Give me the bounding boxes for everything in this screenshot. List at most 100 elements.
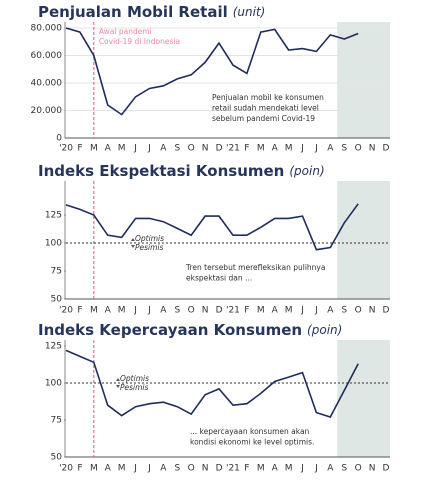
x-tick-label: O: [188, 464, 195, 474]
x-tick-label: A: [327, 144, 334, 154]
x-tick-label: O: [355, 464, 362, 474]
x-tick-label: '20: [59, 144, 73, 154]
unit: (poin): [289, 164, 324, 178]
y-tick-label: 60.000: [31, 51, 63, 61]
pandemic-label: Covid-19 di Indonesia: [99, 37, 180, 46]
x-tick-label: J: [300, 144, 304, 154]
x-tick-label: J: [133, 306, 137, 316]
annotation: kondisi ekonomi ke level optimis.: [190, 438, 314, 447]
x-tick-label: M: [285, 306, 293, 316]
y-tick-label: 100: [45, 379, 62, 389]
x-tick-label: S: [174, 144, 180, 154]
x-tick-label: S: [174, 464, 180, 474]
arrow-down: [116, 385, 120, 388]
x-tick-label: '20: [59, 464, 73, 474]
x-tick-label: M: [118, 306, 126, 316]
optimis-label: Optimis: [135, 234, 164, 243]
x-tick-label: O: [355, 306, 362, 316]
x-tick-label: D: [383, 144, 390, 154]
unit: (poin): [307, 323, 342, 337]
y-tick-label: 80.000: [31, 24, 63, 34]
x-tick-label: N: [369, 464, 376, 474]
y-tick-label: 75: [51, 416, 62, 426]
annotation: Tren tersebut merefleksikan pulihnya: [185, 263, 325, 272]
x-tick-label: N: [202, 464, 209, 474]
x-tick-label: J: [300, 306, 304, 316]
y-tick-label: 125: [45, 211, 62, 221]
x-tick-label: F: [244, 144, 249, 154]
x-tick-label: D: [383, 464, 390, 474]
x-tick-label: M: [90, 144, 98, 154]
x-tick-label: F: [77, 464, 82, 474]
unit: (unit): [233, 5, 266, 19]
x-tick-label: A: [327, 306, 334, 316]
y-tick-label: 125: [45, 342, 62, 352]
x-tick-label: S: [341, 306, 347, 316]
x-tick-label: D: [216, 306, 223, 316]
x-tick-label: M: [285, 464, 293, 474]
x-tick-label: N: [369, 144, 376, 154]
x-tick-label: '20: [59, 306, 73, 316]
x-tick-label: A: [272, 306, 279, 316]
x-tick-label: J: [314, 464, 318, 474]
x-tick-label: O: [355, 144, 362, 154]
x-tick-label: F: [244, 464, 249, 474]
pesimis-label: Pesimis: [120, 383, 149, 392]
x-tick-label: A: [105, 464, 112, 474]
x-tick-label: J: [314, 144, 318, 154]
x-tick-label: M: [285, 144, 293, 154]
y-tick-label: 0: [56, 134, 62, 144]
x-tick-label: D: [216, 464, 223, 474]
chart-title: Indeks Ekspektasi Konsumen (poin): [38, 162, 325, 180]
x-tick-label: S: [341, 144, 347, 154]
x-tick-label: M: [118, 464, 126, 474]
y-tick-label: 40.000: [31, 79, 63, 89]
annotation: ekspektasi dan ...: [186, 274, 252, 283]
chart-title: Indeks Kepercayaan Konsumen (poin): [38, 321, 342, 339]
x-tick-label: J: [147, 306, 151, 316]
x-tick-label: N: [202, 144, 209, 154]
x-tick-label: M: [90, 464, 98, 474]
x-tick-label: '21: [226, 144, 240, 154]
data-line: [65, 203, 359, 251]
y-tick-label: 100: [45, 239, 62, 249]
x-tick-label: J: [133, 464, 137, 474]
arrow-up: [116, 378, 120, 381]
x-tick-label: A: [160, 144, 167, 154]
forecast-shade: [337, 340, 390, 457]
x-tick-label: O: [188, 144, 195, 154]
x-tick-label: J: [133, 144, 137, 154]
x-tick-label: S: [174, 306, 180, 316]
x-tick-label: M: [90, 306, 98, 316]
forecast-shade: [337, 181, 390, 299]
x-tick-label: A: [105, 144, 112, 154]
y-tick-label: 50: [51, 295, 63, 305]
data-line: [65, 349, 359, 418]
x-tick-label: D: [383, 306, 390, 316]
x-tick-label: N: [369, 306, 376, 316]
optimis-label: Optimis: [120, 374, 149, 383]
x-tick-label: A: [105, 306, 112, 316]
x-tick-label: A: [160, 306, 167, 316]
x-tick-label: '21: [226, 306, 240, 316]
x-tick-label: O: [188, 306, 195, 316]
title-text: Indeks Ekspektasi Konsumen: [38, 162, 284, 180]
x-tick-label: J: [300, 464, 304, 474]
annotation: sebelum pandemi Covid-19: [212, 114, 315, 123]
data-line: [65, 27, 359, 116]
x-tick-label: F: [77, 306, 82, 316]
title-text: Indeks Kepercayaan Konsumen: [38, 321, 302, 339]
x-tick-label: A: [327, 464, 334, 474]
chart-title: Penjualan Mobil Retail (unit): [38, 3, 265, 21]
x-tick-label: A: [272, 464, 279, 474]
x-tick-label: J: [314, 306, 318, 316]
forecast-shade: [337, 22, 390, 138]
x-tick-label: M: [257, 464, 265, 474]
x-tick-label: F: [77, 144, 82, 154]
x-tick-label: D: [216, 144, 223, 154]
x-tick-label: N: [202, 306, 209, 316]
x-tick-label: F: [244, 306, 249, 316]
x-tick-label: A: [272, 144, 279, 154]
arrow-up: [131, 238, 135, 241]
